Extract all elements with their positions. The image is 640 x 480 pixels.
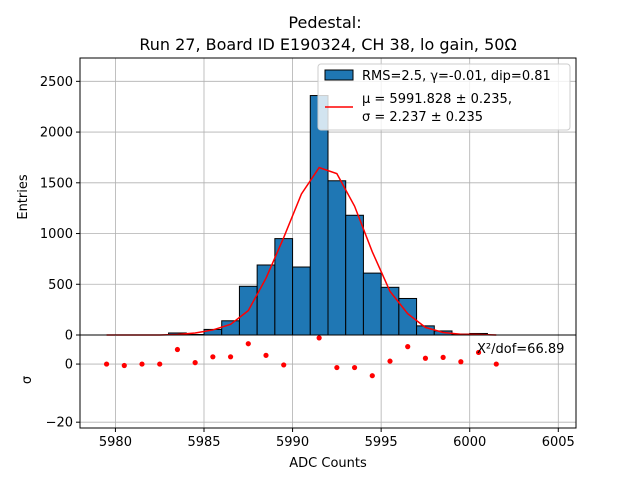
histogram-y-tick-label: 500 — [48, 278, 73, 293]
x-tick-label: 5980 — [99, 435, 132, 450]
residual-point — [139, 361, 145, 367]
histogram-bar — [292, 266, 311, 336]
legend: RMS=2.5, γ=-0.01, dip=0.81 μ = 5991.828 … — [317, 63, 571, 131]
histogram-y-axis-label: Entries — [16, 174, 31, 220]
residual-y-tick-label: 0 — [65, 358, 73, 373]
residual-point — [121, 362, 127, 369]
residual-point — [245, 341, 251, 347]
residual-axes-frame — [79, 334, 577, 429]
residual-y-ticks: 0 −20 — [46, 358, 80, 431]
chart-title-line-1: Pedestal: — [288, 13, 361, 32]
histogram-bar — [362, 272, 382, 336]
histogram-bar — [380, 286, 400, 336]
x-tick-label: 6000 — [453, 435, 486, 450]
residual-points — [103, 335, 499, 379]
residual-point — [440, 354, 446, 360]
histogram-y-tick-label: 2500 — [40, 75, 73, 90]
residual-point — [210, 354, 216, 360]
residual-point — [334, 364, 340, 371]
x-axis-label: ADC Counts — [289, 456, 367, 471]
residual-point — [174, 346, 181, 353]
residual-point — [103, 361, 110, 367]
residual-point — [157, 361, 163, 367]
histogram-y-tick-label: 2000 — [40, 126, 73, 141]
legend-fit-label-line-1: μ = 5991.828 ± 0.235, — [362, 92, 512, 107]
histogram-y-tick-label: 1500 — [40, 176, 73, 191]
histogram-bar — [345, 214, 364, 336]
residual-annotation: X²/dof=66.89 — [477, 342, 564, 357]
residual-y-tick-label: −20 — [46, 416, 73, 431]
residual-point — [405, 344, 411, 350]
legend-fit-label-line-2: σ = 2.237 ± 0.235 — [362, 110, 483, 125]
residual-point — [475, 349, 482, 356]
residual-x-ticks: 5980 5985 5990 5995 6000 6005 — [99, 428, 575, 450]
legend-hist-label: RMS=2.5, γ=-0.01, dip=0.81 — [362, 69, 551, 84]
residual-point — [351, 364, 358, 371]
residual-y-axis-label: σ — [20, 376, 35, 384]
histogram-bar — [221, 320, 240, 336]
residual-point — [316, 335, 322, 341]
residual-point — [387, 358, 393, 364]
residual-point — [227, 354, 234, 360]
histogram-bar — [256, 264, 276, 336]
x-tick-label: 6005 — [542, 435, 575, 450]
residual-point — [263, 352, 269, 358]
residual-point — [281, 362, 287, 368]
x-tick-label: 5985 — [187, 435, 220, 450]
histogram-y-tick-label: 0 — [65, 329, 73, 344]
histogram-bar — [327, 180, 347, 336]
legend-box — [317, 63, 571, 131]
legend-hist-swatch — [324, 69, 354, 81]
x-tick-label: 5995 — [365, 435, 398, 450]
residual-point — [192, 360, 198, 366]
histogram-bar — [309, 95, 329, 336]
histogram-y-tick-label: 1000 — [40, 227, 73, 242]
histogram-y-ticks: 0 500 1000 1500 2000 2500 — [40, 75, 80, 344]
residual-point — [369, 373, 375, 379]
x-tick-label: 5990 — [276, 435, 309, 450]
residual-point — [458, 359, 464, 365]
chart-title-line-2: Run 27, Board ID E190324, CH 38, lo gain… — [139, 35, 516, 54]
residual-grid — [80, 335, 576, 428]
residual-point — [493, 361, 499, 367]
residual-point — [422, 355, 429, 361]
histogram-bar — [398, 297, 418, 336]
